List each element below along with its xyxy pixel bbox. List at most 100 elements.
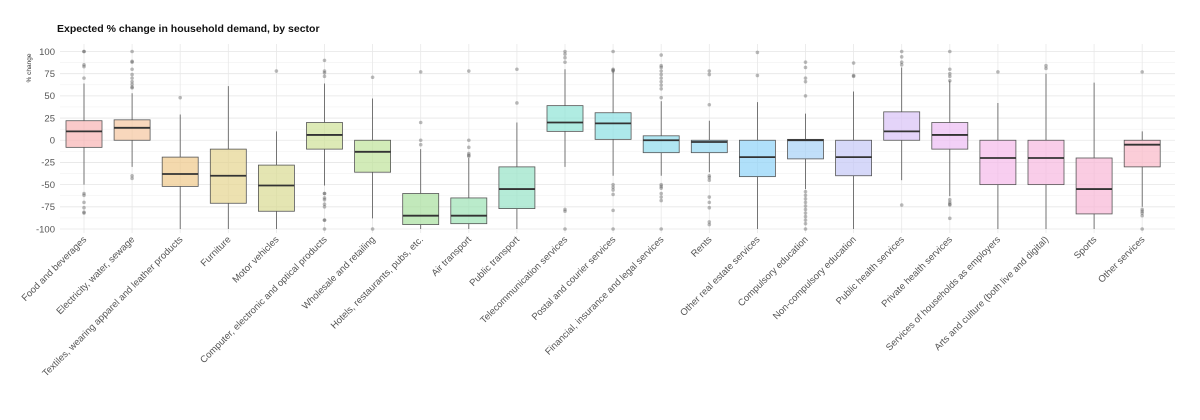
- outlier-point: [707, 173, 712, 178]
- outlier-point: [1044, 63, 1048, 68]
- outlier-point: [322, 191, 327, 196]
- outlier-point: [563, 227, 567, 231]
- box-iqr: [498, 166, 536, 209]
- outlier-point: [611, 67, 615, 72]
- box-group: [979, 70, 1017, 229]
- outlier-point: [659, 184, 663, 189]
- outlier-point: [659, 95, 663, 100]
- outlier-point: [803, 207, 808, 212]
- box-iqr: [739, 139, 776, 178]
- outlier-point: [659, 79, 663, 84]
- outlier-point: [803, 211, 808, 215]
- outlier-point: [851, 61, 856, 65]
- box-iqr: [546, 105, 584, 132]
- box-group: [787, 60, 824, 231]
- outlier-point: [707, 200, 712, 205]
- outlier-point: [611, 208, 615, 213]
- outlier-point: [130, 79, 134, 84]
- y-tick-label: 75: [44, 69, 55, 80]
- outlier-point: [130, 86, 134, 90]
- box-iqr: [883, 111, 921, 141]
- y-tick-label: -50: [41, 180, 55, 191]
- outlier-point: [563, 55, 567, 60]
- outlier-point: [1140, 213, 1144, 218]
- outlier-point: [130, 76, 134, 80]
- outlier-point: [611, 192, 615, 197]
- outlier-point: [130, 173, 134, 178]
- outlier-point: [948, 216, 952, 221]
- outlier-point: [82, 76, 86, 80]
- outlier-point: [659, 86, 663, 91]
- outlier-point: [659, 69, 663, 73]
- y-tick-label: -25: [41, 158, 55, 169]
- outlier-point: [322, 196, 327, 200]
- outlier-point: [322, 218, 327, 222]
- outlier-point: [130, 49, 134, 54]
- outlier-point: [82, 191, 86, 196]
- outlier-point: [1140, 207, 1144, 212]
- outlier-point: [803, 193, 808, 198]
- outlier-point: [803, 65, 808, 70]
- outlier-point: [467, 151, 471, 156]
- outlier-point: [82, 63, 86, 67]
- box-group: [498, 67, 536, 229]
- outlier-point: [467, 69, 471, 73]
- box-iqr: [402, 193, 440, 225]
- box-group: [354, 75, 392, 231]
- box-group: [1123, 70, 1161, 231]
- boxes: [65, 49, 1161, 231]
- box-group: [594, 49, 632, 231]
- box-group: [450, 69, 488, 229]
- outlier-point: [948, 78, 952, 83]
- box-iqr: [113, 119, 151, 141]
- outlier-point: [130, 59, 134, 64]
- outlier-point: [82, 210, 86, 214]
- box-iqr: [594, 112, 632, 140]
- outlier-point: [948, 197, 952, 202]
- x-tick-label: Telecommunication services: [478, 234, 570, 326]
- box-group: [161, 95, 199, 229]
- outlier-point: [82, 49, 86, 54]
- x-tick-label: Postal and courier services: [530, 234, 619, 323]
- outlier-point: [948, 74, 952, 79]
- outlier-point: [996, 70, 1000, 74]
- y-axis-ticks: 100 75 50 25 0 -25 -50 -75 -100: [36, 47, 55, 236]
- outlier-point: [467, 154, 471, 159]
- outlier-point: [659, 186, 663, 190]
- outlier-point: [563, 207, 567, 212]
- outlier-point: [899, 60, 904, 64]
- outlier-point: [948, 49, 952, 54]
- outlier-point: [611, 49, 615, 54]
- outlier-point: [418, 70, 423, 74]
- outlier-point: [803, 200, 808, 205]
- outlier-point: [130, 72, 134, 77]
- outlier-point: [611, 188, 615, 192]
- outlier-point: [611, 68, 615, 72]
- outlier-point: [467, 153, 471, 158]
- outlier-point: [178, 95, 182, 100]
- box-group: [835, 61, 872, 229]
- outlier-point: [467, 138, 471, 143]
- box-iqr: [257, 164, 295, 212]
- x-tick-label: Hotels, restaurants, pubs, etc.: [329, 234, 426, 331]
- box-iqr: [450, 197, 488, 225]
- x-tick-label: Other services: [1096, 234, 1147, 285]
- x-tick-label: Public transport: [468, 234, 523, 289]
- outlier-point: [1140, 211, 1144, 215]
- box-group: [883, 49, 921, 207]
- outlier-point: [803, 79, 808, 84]
- outlier-point: [803, 197, 808, 201]
- outlier-point: [370, 75, 375, 80]
- outlier-point: [82, 205, 86, 210]
- outlier-point: [659, 182, 663, 187]
- outlier-point: [659, 191, 663, 196]
- box-group: [257, 69, 295, 229]
- outlier-point: [611, 185, 615, 190]
- y-tick-label: -100: [36, 224, 55, 235]
- outlier-point: [659, 195, 663, 199]
- outlier-point: [755, 73, 760, 78]
- outlier-point: [467, 145, 471, 150]
- outlier-point: [322, 71, 327, 75]
